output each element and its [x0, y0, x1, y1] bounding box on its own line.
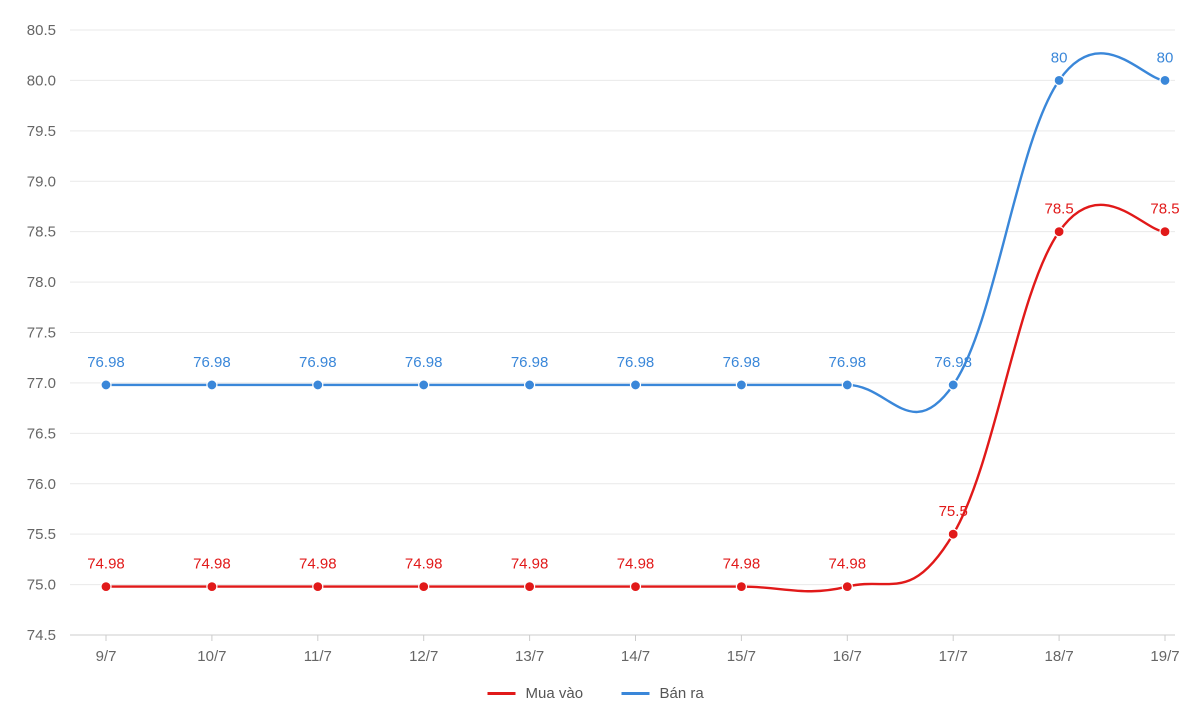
data-point — [525, 582, 535, 592]
chart-svg: 74.5 75.0 75.5 76.0 76.5 77.0 77.5 78.0 78.5 79.0… — [0, 0, 1195, 718]
data-label: 80 — [1051, 49, 1068, 66]
data-label: 78.5 — [1150, 201, 1179, 218]
data-label: 76.98 — [299, 354, 337, 371]
y-tick-label: 79.5 — [27, 123, 56, 140]
legend-swatch — [488, 692, 516, 695]
data-point — [736, 380, 746, 390]
data-point — [1054, 75, 1064, 85]
data-label: 76.98 — [511, 354, 549, 371]
data-point — [313, 380, 323, 390]
data-point — [419, 380, 429, 390]
data-point — [207, 582, 217, 592]
data-point — [631, 380, 641, 390]
legend-label: Mua vào — [526, 685, 584, 702]
y-tick-label: 75.5 — [27, 526, 56, 543]
x-tick-label: 19/7 — [1150, 648, 1179, 665]
legend-swatch — [622, 692, 650, 695]
x-tick-label: 15/7 — [727, 648, 756, 665]
line-chart: 74.5 75.0 75.5 76.0 76.5 77.0 77.5 78.0 78.5 79.0… — [0, 0, 1195, 718]
x-tick-label: 10/7 — [197, 648, 226, 665]
data-label: 75.5 — [939, 503, 968, 520]
y-tick-label: 77.0 — [27, 375, 56, 392]
data-label: 74.98 — [617, 556, 655, 573]
x-tick-label: 18/7 — [1044, 648, 1073, 665]
data-label: 80 — [1157, 49, 1174, 66]
y-tick-label: 75.0 — [27, 577, 56, 594]
x-tick-label: 13/7 — [515, 648, 544, 665]
data-point — [525, 380, 535, 390]
y-tick-label: 78.5 — [27, 224, 56, 241]
data-label: 74.98 — [511, 556, 549, 573]
y-tick-label: 74.5 — [27, 627, 56, 644]
x-tick-label: 14/7 — [621, 648, 650, 665]
data-point — [842, 582, 852, 592]
data-point — [1160, 227, 1170, 237]
y-tick-label: 77.5 — [27, 325, 56, 342]
x-tick-label: 12/7 — [409, 648, 438, 665]
data-label: 76.98 — [87, 354, 125, 371]
data-label: 76.98 — [934, 354, 972, 371]
data-point — [1160, 75, 1170, 85]
data-point — [948, 380, 958, 390]
y-tick-label: 76.0 — [27, 476, 56, 493]
data-label: 74.98 — [405, 556, 443, 573]
data-point — [736, 582, 746, 592]
data-point — [948, 529, 958, 539]
data-point — [419, 582, 429, 592]
x-tick-label: 16/7 — [833, 648, 862, 665]
data-label: 76.98 — [829, 354, 867, 371]
y-tick-label: 76.5 — [27, 425, 56, 442]
x-tick-label: 9/7 — [96, 648, 117, 665]
data-label: 74.98 — [829, 556, 867, 573]
data-point — [842, 380, 852, 390]
data-point — [101, 582, 111, 592]
data-point — [1054, 227, 1064, 237]
data-label: 76.98 — [617, 354, 655, 371]
data-label: 76.98 — [405, 354, 443, 371]
data-label: 74.98 — [299, 556, 337, 573]
data-label: 74.98 — [87, 556, 125, 573]
data-point — [101, 380, 111, 390]
y-tick-label: 78.0 — [27, 274, 56, 291]
data-label: 74.98 — [193, 556, 231, 573]
y-tick-label: 80.0 — [27, 72, 56, 89]
y-tick-label: 80.5 — [27, 22, 56, 39]
data-point — [207, 380, 217, 390]
x-tick-label: 17/7 — [939, 648, 968, 665]
x-tick-label: 11/7 — [304, 648, 332, 665]
data-label: 74.98 — [723, 556, 761, 573]
data-point — [313, 582, 323, 592]
data-label: 76.98 — [193, 354, 231, 371]
data-label: 76.98 — [723, 354, 761, 371]
data-point — [631, 582, 641, 592]
legend-label: Bán ra — [660, 685, 705, 702]
data-label: 78.5 — [1044, 201, 1073, 218]
y-tick-label: 79.0 — [27, 173, 56, 190]
